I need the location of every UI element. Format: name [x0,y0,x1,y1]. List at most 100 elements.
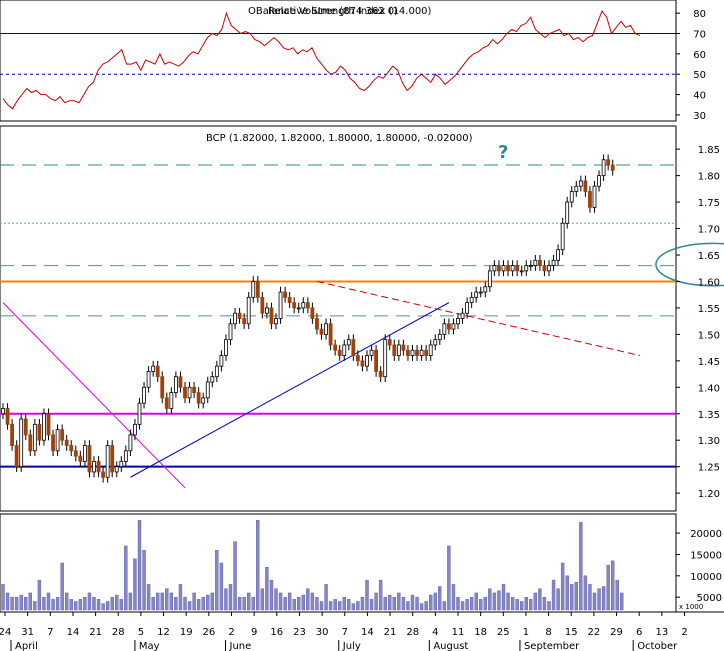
volume-bar-42 [192,592,196,611]
volume-bar-66 [301,594,305,611]
candle-body-131 [597,175,601,187]
x-tick-label-23: 1 [523,627,529,638]
candle-body-101 [460,312,465,319]
candle-body-106 [483,286,488,293]
candle-body-3 [14,445,19,468]
volume-bar-58 [265,567,269,611]
candle-body-105 [478,291,483,294]
candle-body-10 [46,413,51,436]
volume-bar-83 [378,579,383,611]
candle-body-84 [383,339,388,378]
rsi-tick-label-30: 30 [693,111,706,122]
rsi-title: Relative Strength Index (14.000) [268,6,432,17]
candle-body-47 [214,365,219,378]
volume-bar-96 [438,586,442,611]
volume-bar-72 [328,601,333,611]
volume-bar-128 [583,575,588,611]
candle-body-11 [51,434,55,452]
volume-bar-109 [497,590,501,611]
candle-body-78 [355,355,360,362]
candle-body-125 [569,191,574,203]
volume-bar-22 [101,603,105,611]
x-tick-label-5: 28 [112,627,125,638]
candle-body-29 [133,423,137,436]
volume-bar-54 [246,592,251,611]
x-tick-label-22: 25 [497,627,510,638]
candle-body-48 [219,355,224,367]
rsi-tick-label-50: 50 [693,70,706,81]
candle-body-9 [42,413,46,441]
volume-tick-label-5000: 5000 [697,593,722,604]
volume-bar-76 [347,599,351,611]
volume-bar-111 [506,592,510,611]
x-tick-label-20: 11 [452,627,465,638]
volume-bar-67 [306,588,310,611]
volume-bar-105 [479,599,483,611]
candle-body-115 [524,265,529,272]
volume-bar-16 [74,601,78,611]
candle-body-24 [110,445,115,473]
volume-bar-74 [338,601,342,611]
candle-body-60 [274,318,278,325]
candle-body-4 [19,418,24,468]
volume-bar-99 [451,584,456,611]
volume-bar-124 [565,575,569,611]
month-label-3: July [342,641,361,651]
month-label-2: June [229,641,252,651]
candle-body-69 [315,318,319,330]
question-annotation: ? [498,142,508,163]
volume-bar-34 [155,592,160,611]
volume-bar-24 [110,596,114,611]
rsi-panel [0,0,677,122]
volume-bar-121 [551,579,556,611]
volume-bar-135 [615,579,619,611]
month-label-4: August [433,641,468,651]
candle-body-102 [465,302,470,314]
candle-body-45 [205,381,210,399]
volume-bar-98 [447,545,451,611]
volume-bar-82 [374,592,378,611]
candle-body-6 [28,434,33,452]
candle-body-18 [83,445,87,462]
volume-bar-25 [115,594,119,611]
volume-bar-75 [342,596,346,611]
candle-body-111 [506,265,510,272]
volume-bar-12 [55,596,60,611]
candle-body-23 [105,445,110,478]
candle-body-85 [387,339,392,346]
candle-body-104 [474,291,479,298]
candle-body-100 [456,318,460,325]
volume-bar-65 [297,596,301,611]
candle-body-117 [533,259,538,266]
volume-bar-92 [419,603,424,611]
price-tick-label-1.2: 1.20 [698,489,720,500]
candle-body-46 [210,376,215,383]
volume-bar-136 [620,592,624,611]
volume-bar-63 [287,592,292,611]
candle-body-33 [151,365,156,372]
candle-body-95 [433,339,438,346]
volume-bar-18 [83,596,87,611]
candle-body-56 [255,281,260,298]
candle-body-133 [606,159,611,166]
volume-bar-71 [324,584,328,611]
rsi-line-series [2,10,641,110]
rsi-tick-label-80: 80 [693,9,706,20]
volume-bar-32 [146,584,151,611]
volume-bar-69 [315,596,319,611]
candle-body-26 [119,460,124,468]
candle-body-94 [428,344,433,356]
volume-bar-48 [219,562,224,611]
x-tick-label-10: 2 [228,627,234,638]
volume-bar-44 [201,596,205,611]
volume-bar-91 [415,596,419,611]
volume-bar-68 [310,592,315,611]
volume-bar-86 [392,596,396,611]
volume-bar-61 [278,592,283,611]
x-tick-label-26: 22 [588,627,601,638]
candle-body-124 [565,201,570,224]
candle-body-110 [501,265,506,272]
x-tick-label-28: 6 [636,627,642,638]
volume-bar-100 [456,596,460,611]
